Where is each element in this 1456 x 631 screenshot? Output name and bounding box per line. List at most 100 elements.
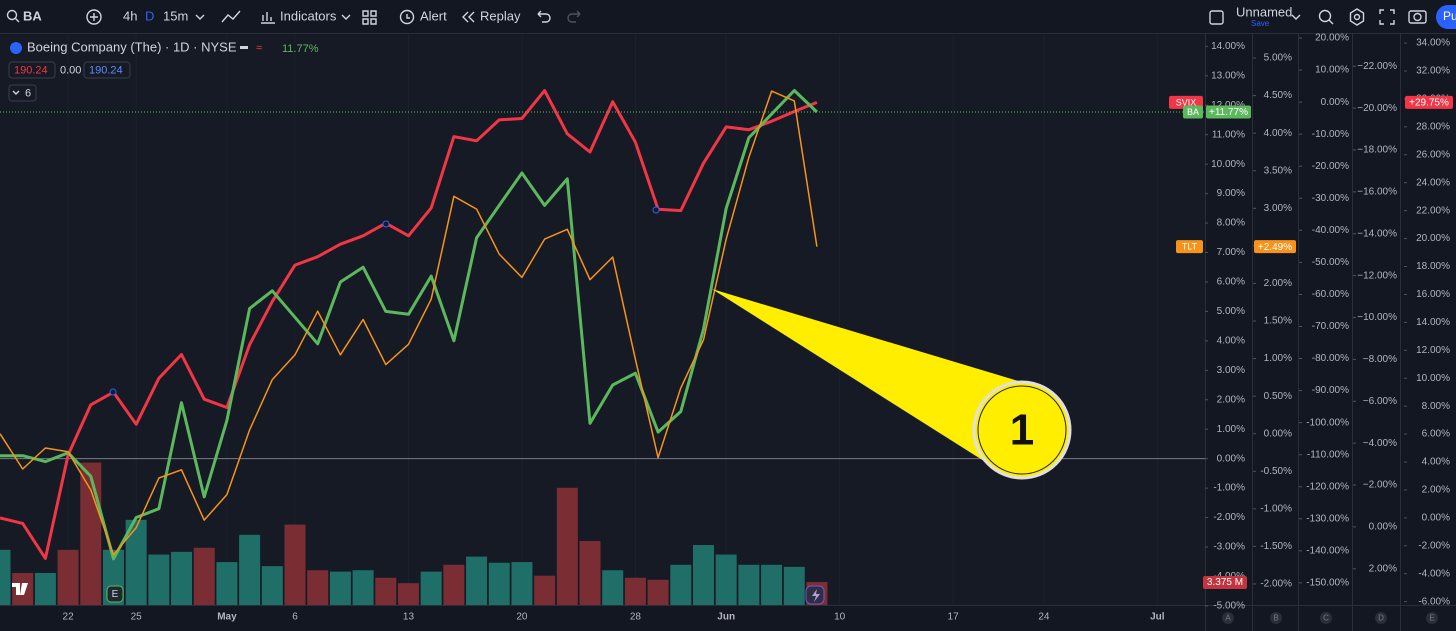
last-value-tag bbox=[1206, 105, 1251, 119]
event-marker[interactable] bbox=[109, 388, 117, 396]
callout-ring bbox=[977, 385, 1067, 475]
x-tick-label: 20 bbox=[516, 612, 528, 623]
legend-title[interactable]: Boeing Company (The) · 1D · NYSE bbox=[27, 39, 237, 54]
layout-icon[interactable] bbox=[1209, 10, 1224, 25]
replay-button[interactable]: Replay bbox=[480, 8, 521, 23]
y-tick-label: -30.00% bbox=[1312, 193, 1349, 204]
alert-button[interactable]: Alert bbox=[420, 8, 447, 23]
legend-icon bbox=[240, 46, 248, 49]
y-tick-label: 6.00% bbox=[1422, 429, 1450, 440]
quick-search[interactable] bbox=[1318, 9, 1332, 23]
y-tick-label: -40.00% bbox=[1312, 225, 1349, 236]
earnings-badge[interactable] bbox=[106, 585, 124, 603]
publish-button[interactable] bbox=[1436, 5, 1456, 29]
y-tick-label: 3.00% bbox=[1264, 203, 1292, 214]
settings-button[interactable] bbox=[1349, 8, 1365, 26]
y-tick-label: 2.00% bbox=[1422, 485, 1450, 496]
y-tick-label: 20.00% bbox=[1315, 33, 1349, 44]
volume-bar bbox=[329, 571, 351, 605]
y-tick-label: 4.00% bbox=[1217, 335, 1245, 346]
y-tick-label: 6.00% bbox=[1217, 277, 1245, 288]
x-tick-label: 28 bbox=[630, 612, 642, 623]
axis-letter: E bbox=[1429, 614, 1434, 623]
y-tick-label: 10.00% bbox=[1315, 65, 1349, 76]
indicators-icon bbox=[261, 12, 275, 24]
y-tick-label: -20.00% bbox=[1312, 161, 1349, 172]
y-tick-label: 32.00% bbox=[1416, 66, 1450, 77]
y-tick-label: 2.00% bbox=[1369, 563, 1397, 574]
event-marker[interactable] bbox=[382, 220, 390, 228]
chevron[interactable] bbox=[12, 90, 20, 95]
x-tick-label: 17 bbox=[948, 612, 960, 623]
search-icon[interactable] bbox=[6, 9, 18, 21]
symbol[interactable]: BA bbox=[23, 8, 42, 23]
y-tick-label: -1.00% bbox=[1260, 503, 1292, 514]
y-tick-label: 22.00% bbox=[1416, 205, 1450, 216]
event-marker[interactable] bbox=[652, 206, 660, 214]
undo-button[interactable] bbox=[537, 10, 551, 23]
tv-logo[interactable] bbox=[12, 583, 28, 595]
legend-open: 190.24 bbox=[14, 64, 48, 76]
indicator-count[interactable]: 6 bbox=[25, 87, 31, 99]
axis-letter-badge bbox=[1270, 612, 1282, 624]
y-tick-label: 7.00% bbox=[1217, 247, 1245, 258]
redo-button[interactable] bbox=[567, 10, 581, 23]
y-tick-label: −22.00% bbox=[1357, 61, 1397, 72]
y-tick-label: 14.00% bbox=[1211, 41, 1245, 52]
chevron[interactable] bbox=[341, 14, 351, 20]
y-tick-label: -130.00% bbox=[1306, 513, 1349, 524]
y-tick-label: -60.00% bbox=[1312, 289, 1349, 300]
callout: 1 bbox=[712, 289, 1072, 480]
y-tick-label: −4.00% bbox=[1363, 438, 1397, 449]
y-tick-label: 10.00% bbox=[1416, 373, 1450, 384]
y-tick-label: 8.00% bbox=[1422, 401, 1450, 412]
compare-button[interactable] bbox=[86, 9, 102, 25]
volume-bar bbox=[0, 549, 11, 605]
collapse-button[interactable] bbox=[8, 84, 37, 102]
y-tick-label: 5.00% bbox=[1264, 53, 1292, 64]
series-name-tag bbox=[1183, 105, 1203, 119]
interval[interactable]: 15m bbox=[163, 8, 188, 23]
y-tick-label: −18.00% bbox=[1357, 145, 1397, 156]
volume-bar bbox=[375, 577, 397, 605]
volume-bar bbox=[715, 554, 737, 605]
y-tick-label: 2.00% bbox=[1217, 394, 1245, 405]
screenshot-button[interactable] bbox=[1408, 10, 1427, 24]
axis-letter: D bbox=[1378, 614, 1384, 623]
volume-bar bbox=[738, 564, 760, 605]
x-tick-label: Jul bbox=[1150, 612, 1165, 623]
volume-bar bbox=[488, 562, 510, 605]
chevron[interactable] bbox=[195, 14, 205, 20]
y-tick-label: 0.00% bbox=[1422, 513, 1450, 524]
y-tick-label: -70.00% bbox=[1312, 321, 1349, 332]
volume-bar bbox=[602, 570, 624, 605]
y-tick-label: -3.00% bbox=[1213, 542, 1245, 553]
volume-bar bbox=[692, 545, 714, 605]
fullscreen-button[interactable] bbox=[1379, 9, 1395, 25]
y-tick-label: 0.00% bbox=[1369, 522, 1397, 533]
legend-box bbox=[8, 61, 56, 79]
series-name: TLT bbox=[1182, 241, 1198, 251]
volume-bar bbox=[466, 556, 488, 605]
volume-bar bbox=[216, 562, 238, 605]
save-label[interactable]: Save bbox=[1251, 19, 1270, 28]
chevron[interactable] bbox=[1291, 14, 1301, 20]
indicators-button[interactable]: Indicators bbox=[280, 8, 337, 23]
templates-icon[interactable] bbox=[362, 10, 377, 25]
y-tick-label: -50.00% bbox=[1312, 257, 1349, 268]
publish-label[interactable]: Pu bbox=[1443, 9, 1456, 23]
volume-bar bbox=[511, 562, 533, 605]
axis-letter: C bbox=[1323, 614, 1329, 623]
y-tick-label: -2.00% bbox=[1213, 512, 1245, 523]
volume-bar bbox=[579, 540, 601, 605]
volume-bar bbox=[34, 572, 56, 605]
legend-close: 190.24 bbox=[89, 64, 123, 76]
y-tick-label: 4.50% bbox=[1264, 90, 1292, 101]
interval[interactable]: D bbox=[145, 8, 154, 23]
y-tick-label: 20.00% bbox=[1416, 233, 1450, 244]
layout-name[interactable]: Unnamed bbox=[1236, 4, 1292, 19]
interval[interactable]: 4h bbox=[123, 8, 137, 23]
y-tick-label: −8.00% bbox=[1363, 354, 1397, 365]
chart-type-icon[interactable] bbox=[221, 10, 241, 23]
earnings-badge[interactable]: E bbox=[112, 589, 119, 600]
